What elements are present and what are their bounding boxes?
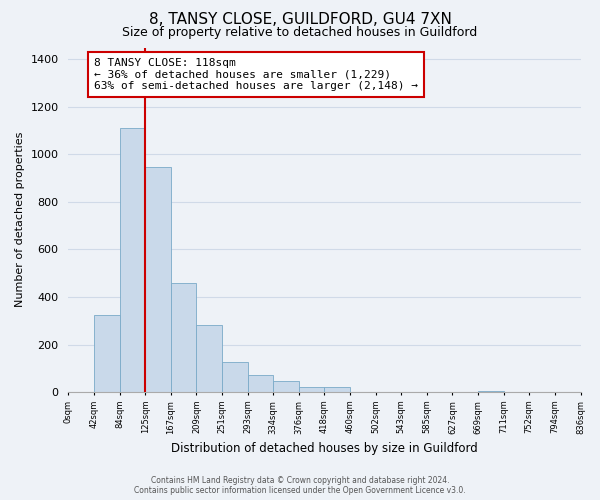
Y-axis label: Number of detached properties: Number of detached properties <box>15 132 25 308</box>
Bar <box>478 391 503 392</box>
Text: 8, TANSY CLOSE, GUILDFORD, GU4 7XN: 8, TANSY CLOSE, GUILDFORD, GU4 7XN <box>149 12 451 28</box>
Bar <box>248 376 273 392</box>
Text: Contains HM Land Registry data © Crown copyright and database right 2024.
Contai: Contains HM Land Registry data © Crown c… <box>134 476 466 495</box>
Bar <box>94 315 119 392</box>
Bar <box>171 282 196 392</box>
Bar <box>222 362 248 392</box>
Text: Size of property relative to detached houses in Guildford: Size of property relative to detached ho… <box>122 26 478 39</box>
Bar <box>119 128 145 392</box>
Bar <box>273 382 299 392</box>
Text: 8 TANSY CLOSE: 118sqm
← 36% of detached houses are smaller (1,229)
63% of semi-d: 8 TANSY CLOSE: 118sqm ← 36% of detached … <box>94 58 418 91</box>
Bar <box>145 168 171 392</box>
Bar <box>196 326 222 392</box>
Bar <box>299 388 325 392</box>
X-axis label: Distribution of detached houses by size in Guildford: Distribution of detached houses by size … <box>171 442 478 455</box>
Bar <box>325 388 350 392</box>
